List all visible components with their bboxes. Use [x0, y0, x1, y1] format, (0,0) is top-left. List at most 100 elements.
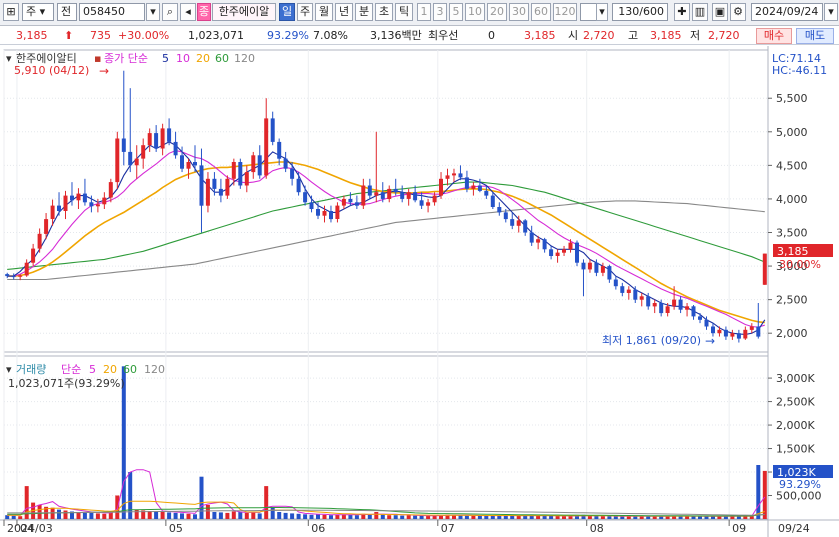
candle-body [452, 173, 456, 176]
interval-1[interactable]: 1 [417, 3, 431, 21]
candle-body [471, 185, 476, 189]
crosshair-icon[interactable]: ✚ [674, 3, 690, 21]
volume-bar [341, 514, 346, 519]
ma-legend-dot-icon: ▪ [94, 52, 101, 65]
volume-bar [723, 516, 728, 519]
tab-year[interactable]: 년 [335, 3, 353, 21]
candle-body [348, 198, 353, 203]
candle-body [665, 306, 670, 313]
candle-body [568, 242, 573, 250]
candle-body [652, 303, 657, 307]
layout-icon[interactable]: ⊞ [3, 3, 19, 21]
code-dropdown-button[interactable]: ▾ [146, 3, 160, 21]
high-arrow-icon: → [99, 64, 109, 78]
interval-120[interactable]: 120 [553, 3, 577, 21]
candle-body [160, 128, 165, 149]
candle-body [743, 329, 748, 339]
volume-bar [374, 512, 379, 519]
candle-body [89, 202, 94, 207]
lc-label: LC:71.14 [772, 52, 821, 65]
price-info-bar: 3,185 ⬆ 735 +30.00% 1,023,071 93.29% 7.0… [0, 26, 839, 45]
buy-button[interactable]: 매수 [756, 28, 792, 44]
trade-amount: 3,136백만 [370, 29, 422, 42]
volume-bar [458, 515, 463, 519]
save-icon[interactable]: ▣ [712, 3, 728, 21]
tab-week[interactable]: 주 [297, 3, 313, 21]
date-input[interactable]: 2024/09/24 [751, 3, 823, 21]
tab-day[interactable]: 일 [279, 3, 295, 21]
volume-bar [432, 515, 437, 519]
search-icon[interactable]: ⌕ [162, 3, 178, 21]
candle-body [562, 249, 566, 253]
candle-body [432, 195, 437, 203]
price-change: 735 [90, 29, 111, 42]
volume-bar [439, 515, 443, 519]
ma-line-10 [7, 150, 765, 328]
date-tick-label: 09 [732, 522, 746, 535]
candle-body [445, 175, 450, 179]
tab-tick[interactable]: 틱 [395, 3, 413, 21]
candle-body [141, 145, 146, 159]
low-arrow-icon: → [705, 334, 715, 348]
speaker-icon[interactable]: ◂ [180, 3, 196, 21]
candle-type-icon[interactable]: ▥ [692, 3, 708, 21]
sell-button[interactable]: 매도 [796, 28, 834, 44]
tab-month[interactable]: 월 [315, 3, 333, 21]
interval-60[interactable]: 60 [531, 3, 551, 21]
volume-bar [108, 512, 113, 519]
candle-body [50, 205, 55, 219]
candle-body [659, 303, 664, 314]
candle-body [387, 188, 392, 199]
volume-bar [283, 512, 288, 519]
count-input[interactable]: 130/600 [612, 3, 668, 21]
volume-bar [672, 515, 677, 519]
volume-bar [380, 514, 385, 519]
interval-20[interactable]: 20 [487, 3, 507, 21]
candle-body [380, 192, 385, 199]
interval-10[interactable]: 10 [465, 3, 485, 21]
candle-body [264, 118, 269, 176]
volume-ratio: 93.29% [267, 29, 309, 42]
price-tick-label: 4,000 [776, 193, 808, 206]
interval-3[interactable]: 3 [433, 3, 447, 21]
settings-gear-icon[interactable]: ⚙ [730, 3, 746, 21]
priority-label: 최우선 [428, 29, 459, 42]
volume-bar [329, 515, 333, 519]
candle-body [503, 212, 508, 220]
stock-chart[interactable]: 2,000 2,500 3,000 3,500 4,000 4,500 5,000 5,500… [0, 46, 839, 537]
candle-body [542, 239, 547, 250]
code-input[interactable]: 058450 [79, 3, 145, 21]
volume-bar [303, 514, 308, 519]
price-tick-label: 5,000 [776, 126, 808, 139]
period-select[interactable]: 전 [57, 3, 77, 21]
candle-body [154, 133, 159, 149]
volume-pane-handle-icon[interactable]: ▾ [6, 363, 12, 376]
candle-body [290, 168, 295, 179]
market-select[interactable]: 주 ▾ [22, 3, 54, 21]
interval-5[interactable]: 5 [449, 3, 463, 21]
candle-body [173, 141, 178, 156]
candle-body [341, 198, 346, 206]
chart-toolbar: ⊞ 주 ▾ 전 058450 ▾ ⌕ ◂ ▸ 종 한주에이알 일 주 월 년 분… [0, 0, 839, 26]
candle-body [44, 219, 49, 234]
candle-body [419, 200, 424, 206]
date-dropdown-button[interactable]: ▾ [824, 3, 838, 21]
volume-bar [587, 515, 592, 519]
ma-line-20 [7, 161, 765, 324]
candle-body [63, 195, 68, 211]
volume-value-label: 1,023,071주(93.29%) [8, 377, 125, 390]
candle-body [186, 162, 191, 169]
interval-30[interactable]: 30 [509, 3, 529, 21]
tab-minute[interactable]: 분 [355, 3, 373, 21]
candle-body [212, 178, 217, 189]
volume-pane [5, 366, 767, 519]
interval-dropdown-button[interactable]: ▾ [596, 3, 608, 21]
candle-body [484, 190, 489, 196]
tab-second[interactable]: 초 [375, 3, 393, 21]
candle-body [464, 177, 469, 189]
price-pane-handle-icon[interactable]: ▾ [6, 52, 12, 65]
volume-bar [121, 366, 126, 519]
candle-body [458, 173, 463, 178]
volume-bar [95, 513, 100, 519]
volume-bar [652, 516, 657, 519]
